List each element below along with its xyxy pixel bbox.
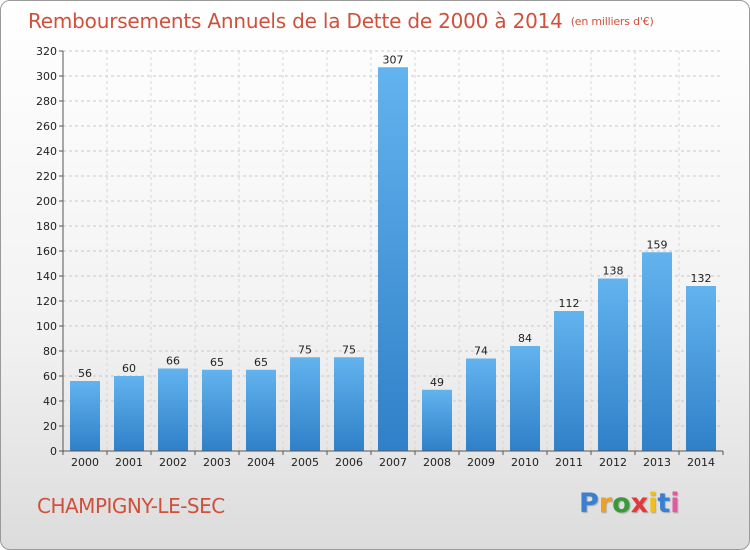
x-tick-label: 2011 [555, 456, 583, 469]
x-tick-label: 2010 [511, 456, 539, 469]
x-tick-label: 2012 [599, 456, 627, 469]
bar [202, 369, 232, 451]
proxiti-logo[interactable]: Proxiti [579, 488, 680, 519]
x-tick-label: 2000 [71, 456, 99, 469]
logo-letter: i [648, 488, 658, 519]
y-tick-label: 40 [43, 395, 57, 408]
y-tick-label: 80 [43, 345, 57, 358]
chart-unit: (en milliers d'€) [570, 15, 654, 28]
chart-title-text: Remboursements Annuels de la Dette de 20… [28, 9, 563, 33]
logo-letter: r [598, 488, 613, 519]
logo-letter: i [670, 488, 680, 519]
y-tick-label: 280 [36, 95, 57, 108]
bar-value-label: 307 [383, 53, 404, 66]
x-tick-label: 2002 [159, 456, 187, 469]
y-tick-label: 120 [36, 295, 57, 308]
y-tick-label: 200 [36, 195, 57, 208]
bar [70, 381, 100, 451]
y-tick-label: 140 [36, 270, 57, 283]
chart-title: Remboursements Annuels de la Dette de 20… [28, 9, 654, 33]
x-tick-label: 2007 [379, 456, 407, 469]
bar-value-label: 138 [603, 265, 624, 278]
bar-value-label: 75 [298, 343, 312, 356]
bar [290, 357, 320, 451]
bar [378, 67, 408, 451]
x-tick-label: 2005 [291, 456, 319, 469]
y-tick-label: 20 [43, 420, 57, 433]
bar [686, 286, 716, 451]
logo-letter: t [657, 488, 671, 519]
bar-value-label: 60 [122, 362, 136, 375]
commune-name: CHAMPIGNY-LE-SEC [37, 494, 225, 518]
x-tick-label: 2009 [467, 456, 495, 469]
bar [510, 346, 540, 451]
y-tick-label: 0 [50, 445, 57, 458]
y-tick-label: 180 [36, 220, 57, 233]
bar [114, 376, 144, 451]
y-tick-label: 60 [43, 370, 57, 383]
bar-value-label: 75 [342, 343, 356, 356]
bar [246, 369, 276, 451]
bar [334, 357, 364, 451]
bar [554, 311, 584, 451]
x-tick-label: 2013 [643, 456, 671, 469]
bar-value-label: 74 [474, 345, 488, 358]
x-axis: 2000 2001 2002 2003 2004 2005 2006 2007 2008 2009… [62, 450, 724, 469]
bar [158, 368, 188, 451]
bar-value-label: 84 [518, 332, 532, 345]
x-tick-label: 2014 [687, 456, 715, 469]
y-tick-label: 160 [36, 245, 57, 258]
logo-letter: P [579, 488, 599, 519]
y-tick-label: 320 [36, 45, 57, 58]
bar-value-label: 112 [559, 297, 580, 310]
bar-value-label: 49 [430, 376, 444, 389]
logo-letter: x [630, 488, 649, 519]
x-tick-label: 2004 [247, 456, 275, 469]
bar [642, 252, 672, 451]
x-tick-label: 2003 [203, 456, 231, 469]
bar-value-label: 66 [166, 355, 180, 368]
bar-value-label: 56 [78, 367, 92, 380]
bar [598, 278, 628, 451]
bars: 56 60 66 65 65 75 75 307 49 74 84 112 138 159 132 [70, 53, 716, 451]
bar-value-label: 65 [210, 356, 224, 369]
bar [466, 358, 496, 451]
x-tick-label: 2006 [335, 456, 363, 469]
y-tick-label: 260 [36, 120, 57, 133]
x-tick-label: 2001 [115, 456, 143, 469]
bar [422, 389, 452, 451]
bar-value-label: 159 [647, 238, 668, 251]
y-tick-label: 240 [36, 145, 57, 158]
logo-letter: o [612, 488, 631, 519]
y-tick-label: 220 [36, 170, 57, 183]
x-tick-label: 2008 [423, 456, 451, 469]
y-axis: 0 20 40 60 80 100 120 140 160 180 200 220 240 260 280 3… [36, 45, 64, 458]
bar-value-label: 65 [254, 356, 268, 369]
bar-value-label: 132 [691, 272, 712, 285]
y-tick-label: 300 [36, 70, 57, 83]
y-tick-label: 100 [36, 320, 57, 333]
